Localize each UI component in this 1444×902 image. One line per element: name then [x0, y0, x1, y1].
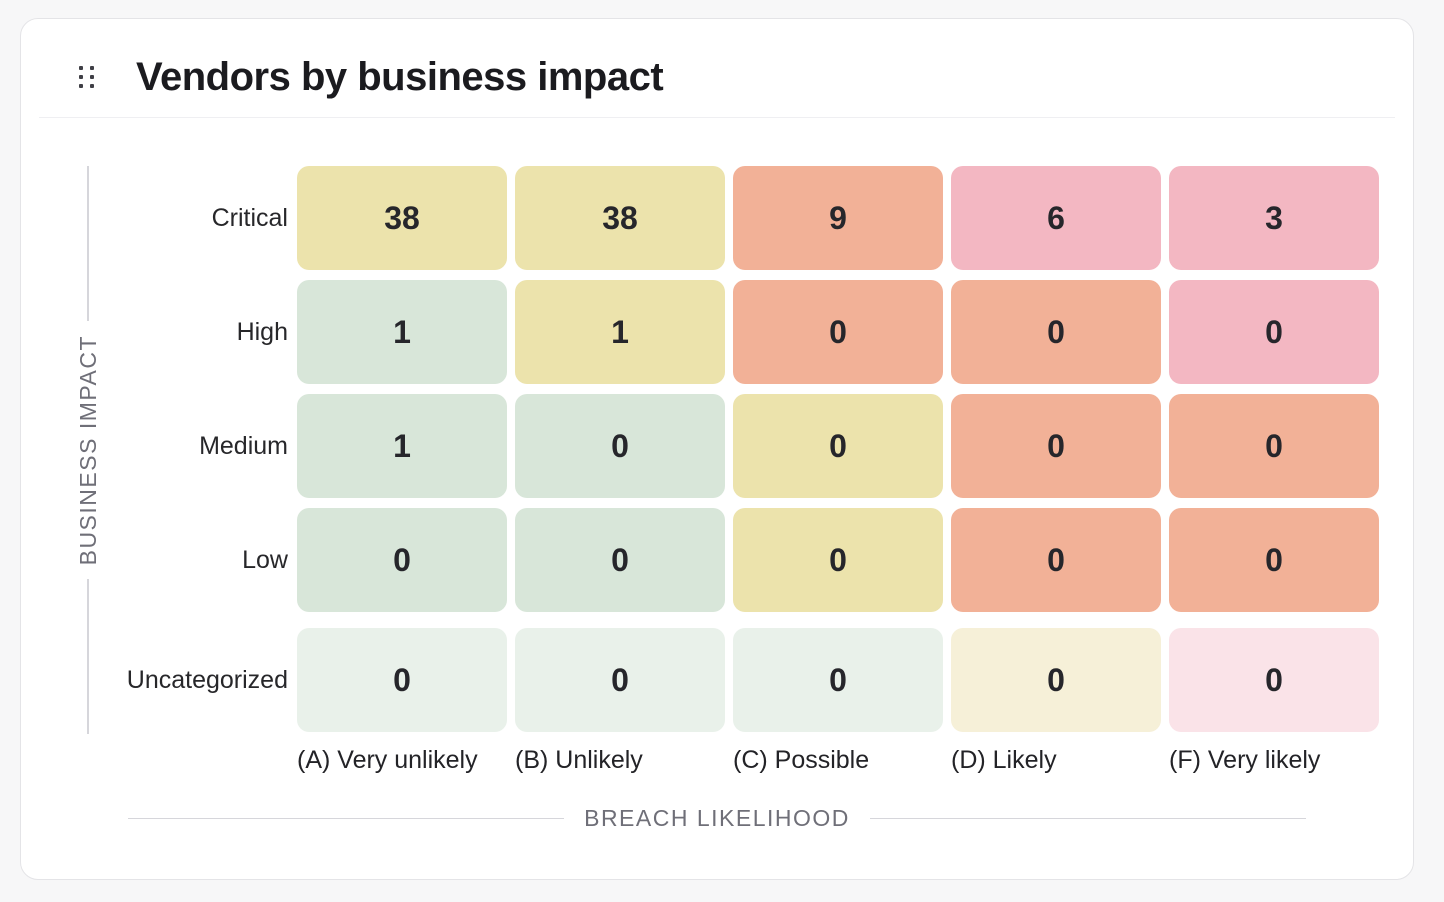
grip-dot	[79, 75, 83, 79]
matrix-cell[interactable]: 0	[1169, 394, 1379, 498]
grip-dot	[79, 66, 83, 70]
risk-matrix-chart: BUSINESS IMPACT Critical High Medium Low Unc…	[21, 118, 1413, 832]
grip-dot	[90, 66, 94, 70]
column-label: (A) Very unlikely	[297, 746, 478, 774]
widget-header: Vendors by business impact	[21, 19, 1413, 117]
drag-handle-icon[interactable]	[79, 66, 94, 88]
row-label: Medium	[199, 431, 288, 460]
column-label: (B) Unlikely	[515, 746, 643, 774]
grip-dot	[79, 84, 83, 88]
matrix-cell[interactable]: 0	[1169, 280, 1379, 384]
matrix-cell[interactable]: 0	[951, 394, 1161, 498]
matrix-cell[interactable]: 0	[297, 628, 507, 732]
x-axis-line-right	[869, 817, 1307, 820]
matrix-cell[interactable]: 0	[733, 508, 943, 612]
matrix-cell[interactable]: 1	[515, 280, 725, 384]
y-axis-label: BUSINESS IMPACT	[74, 334, 101, 566]
widget-title: Vendors by business impact	[136, 55, 664, 99]
column-label: (F) Very likely	[1169, 746, 1321, 774]
matrix-grid: 38 38 9 6 3 1 1 0 0 0 1 0 0 0 0 0 0 0 0 0 0 0 0 0 0	[297, 166, 1379, 732]
matrix-cell[interactable]: 0	[1169, 508, 1379, 612]
matrix-cell[interactable]: 0	[515, 394, 725, 498]
row-labels: Critical High Medium Low Uncategorized	[101, 166, 297, 732]
row-label: High	[236, 317, 288, 346]
matrix-row: 38 38 9 6 3	[297, 166, 1379, 270]
matrix-cell[interactable]: 0	[733, 628, 943, 732]
matrix-cell[interactable]: 1	[297, 394, 507, 498]
matrix-cell[interactable]: 1	[297, 280, 507, 384]
widget-card: Vendors by business impact BUSINESS IMPA…	[20, 18, 1414, 880]
y-axis-line-top	[87, 166, 89, 321]
matrix-cell[interactable]: 0	[515, 508, 725, 612]
matrix-cell[interactable]: 0	[733, 280, 943, 384]
column-labels: (A) Very unlikely (B) Unlikely (C) Possibl…	[297, 746, 1379, 775]
x-axis: BREACH LIKELIHOOD	[128, 805, 1307, 832]
matrix-cell[interactable]: 38	[515, 166, 725, 270]
column-label: (D) Likely	[951, 746, 1057, 774]
matrix-cell[interactable]: 0	[297, 508, 507, 612]
matrix-cell[interactable]: 0	[1169, 628, 1379, 732]
row-label: Low	[242, 545, 288, 574]
matrix-cell[interactable]: 3	[1169, 166, 1379, 270]
matrix-cell[interactable]: 0	[951, 508, 1161, 612]
matrix-cell[interactable]: 9	[733, 166, 943, 270]
grip-dot	[90, 75, 94, 79]
matrix-area: 38 38 9 6 3 1 1 0 0 0 1 0 0 0 0 0 0 0 0 0 0 0 0 0 0 (A) Very unl…	[297, 166, 1379, 775]
matrix-cell[interactable]: 0	[951, 280, 1161, 384]
x-axis-label: BREACH LIKELIHOOD	[584, 805, 850, 831]
y-axis: BUSINESS IMPACT	[74, 166, 101, 735]
matrix-cell[interactable]: 38	[297, 166, 507, 270]
grip-dot	[90, 84, 94, 88]
row-label: Uncategorized	[126, 665, 288, 694]
matrix-cell[interactable]: 0	[733, 394, 943, 498]
matrix-cell[interactable]: 6	[951, 166, 1161, 270]
x-axis-line-left	[128, 817, 565, 820]
row-label: Critical	[211, 203, 288, 232]
matrix-cell[interactable]: 0	[951, 628, 1161, 732]
column-label: (C) Possible	[733, 746, 870, 774]
header-divider	[39, 117, 1395, 118]
y-axis-line-bottom	[87, 579, 89, 735]
matrix-cell[interactable]: 0	[515, 628, 725, 732]
